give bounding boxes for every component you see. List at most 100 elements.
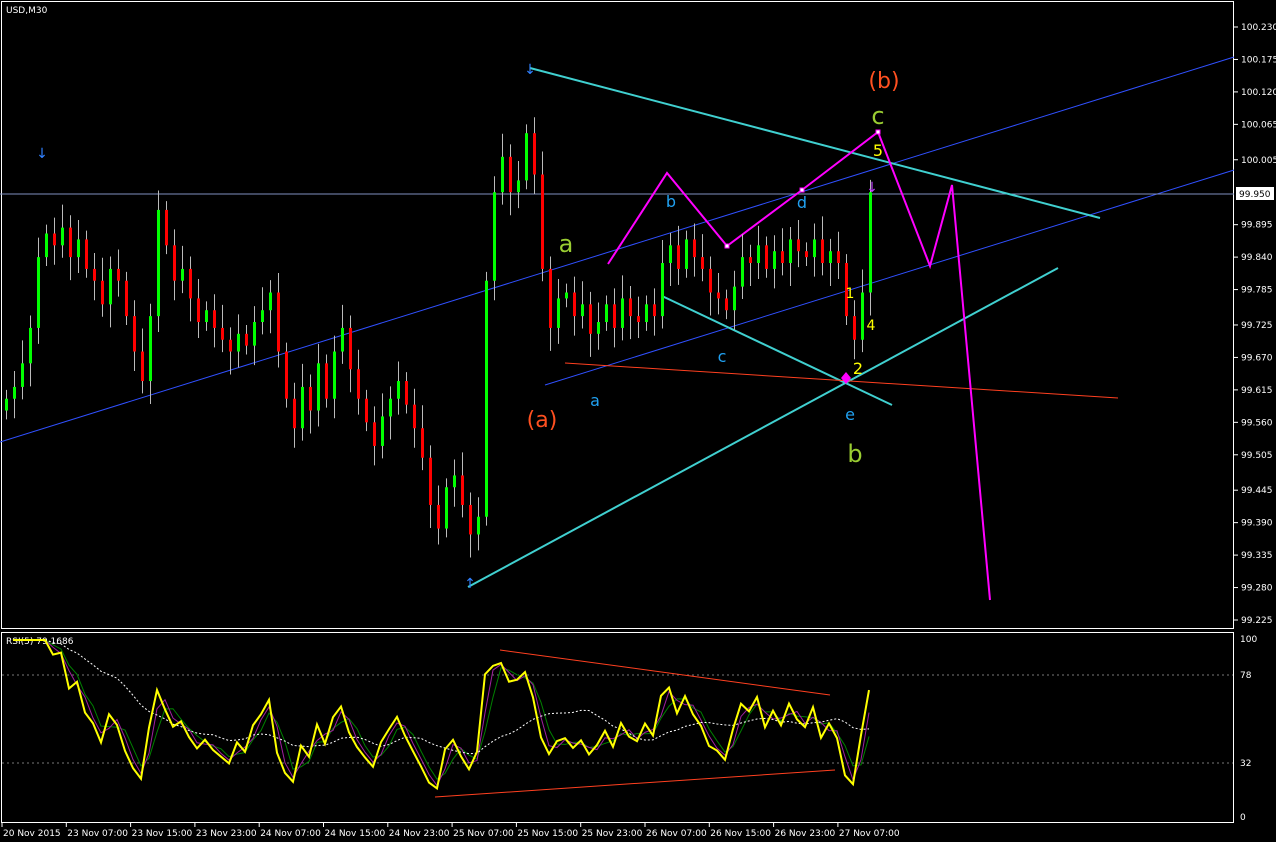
candle — [469, 492, 472, 558]
candle — [741, 234, 744, 300]
candle — [845, 254, 848, 325]
price-tick-label: 99.445 — [1241, 486, 1273, 496]
candle-body — [229, 339, 232, 352]
time-tick-label: 20 Nov 2015 — [3, 829, 61, 839]
candle — [365, 389, 368, 432]
candle — [301, 363, 304, 441]
candle — [813, 223, 816, 277]
candle-body — [133, 316, 136, 352]
candle — [53, 217, 56, 265]
candle — [285, 342, 288, 408]
candle-body — [405, 381, 408, 405]
candle-body — [109, 268, 112, 305]
price-tick-label: 99.895 — [1241, 221, 1273, 231]
rsi-average-line — [13, 639, 870, 755]
candle — [5, 389, 8, 420]
candle — [453, 459, 456, 507]
candle-body — [437, 504, 440, 529]
candle-body — [85, 239, 88, 269]
candle-body — [213, 310, 216, 328]
time-tick-label: 24 Nov 23:00 — [389, 829, 450, 839]
candle-body — [533, 133, 536, 175]
candle-body — [781, 251, 784, 264]
candle — [381, 393, 384, 459]
candle-body — [117, 268, 120, 281]
candle-body — [517, 180, 520, 193]
candle — [229, 327, 232, 375]
candle-body — [509, 156, 512, 193]
candle-body — [357, 369, 360, 399]
candle-body — [325, 363, 328, 399]
channel-line-lower[interactable] — [544, 169, 1235, 386]
price-tick-label: 99.785 — [1241, 286, 1273, 296]
candle — [789, 227, 792, 287]
price-tick-label: 99.670 — [1241, 353, 1273, 363]
candle-body — [821, 239, 824, 264]
triangle-c-e-line[interactable] — [661, 295, 893, 406]
candle — [405, 372, 408, 414]
main-pane-frame — [1, 1, 1234, 629]
price-tick-label: 100.230 — [1241, 23, 1276, 33]
triangle-upper-line[interactable] — [529, 67, 1101, 219]
price-tick-label: 99.840 — [1241, 253, 1273, 263]
candle-body — [485, 280, 488, 517]
candle — [149, 303, 152, 405]
time-axis: 20 Nov 2015 23 Nov 07:00 23 Nov 15:00 23 No… — [1, 823, 900, 839]
candle-body — [277, 292, 280, 352]
candle-body — [389, 398, 392, 417]
candle — [125, 271, 128, 325]
candle — [421, 405, 424, 471]
candle — [133, 300, 136, 371]
triangle-lower-line[interactable] — [467, 267, 1059, 588]
candle — [245, 324, 248, 355]
wave-label-a-major: (a) — [527, 408, 558, 433]
support-line[interactable] — [564, 362, 1119, 399]
candle-body — [669, 245, 672, 264]
wave-label-a-minor: a — [590, 391, 600, 410]
candle — [253, 306, 256, 366]
candle-body — [373, 422, 376, 446]
current-price-box — [1236, 187, 1274, 200]
candle-body — [349, 327, 352, 370]
candle-body — [789, 239, 792, 264]
candle — [669, 232, 672, 287]
candle — [757, 225, 760, 279]
wave-projection-line[interactable] — [607, 130, 991, 601]
rsi-resistance-line[interactable] — [499, 649, 831, 696]
candle-body — [853, 316, 856, 340]
candle — [653, 288, 656, 336]
time-tick-label: 23 Nov 07:00 — [67, 829, 128, 839]
candle — [141, 328, 144, 394]
rsi-lines — [13, 639, 870, 791]
candle-body — [221, 327, 224, 340]
candle-body — [845, 263, 848, 317]
candle — [173, 229, 176, 301]
time-tick-label: 26 Nov 23:00 — [775, 829, 836, 839]
candle-body — [157, 209, 160, 317]
diamond-marker-icon — [841, 372, 851, 384]
price-tick-label: 99.505 — [1241, 451, 1273, 461]
candle-body — [189, 268, 192, 299]
candle-body — [421, 428, 424, 458]
candle — [37, 237, 40, 344]
candle — [661, 240, 664, 329]
candle — [45, 224, 48, 266]
candle-body — [605, 304, 608, 323]
candle — [477, 497, 480, 551]
candle-body — [13, 386, 16, 399]
price-tick-label: 99.390 — [1241, 519, 1273, 529]
candle — [277, 273, 280, 368]
candle-body — [733, 286, 736, 311]
candle-body — [181, 268, 184, 281]
wave-point — [799, 187, 805, 193]
rsi-support-line[interactable] — [434, 769, 836, 798]
candle-body — [837, 251, 840, 264]
candle-body — [269, 292, 272, 311]
candle — [117, 249, 120, 297]
candle-body — [397, 381, 400, 399]
candle-body — [829, 251, 832, 264]
candle — [597, 302, 600, 350]
candle — [525, 124, 528, 190]
candle — [29, 315, 32, 387]
